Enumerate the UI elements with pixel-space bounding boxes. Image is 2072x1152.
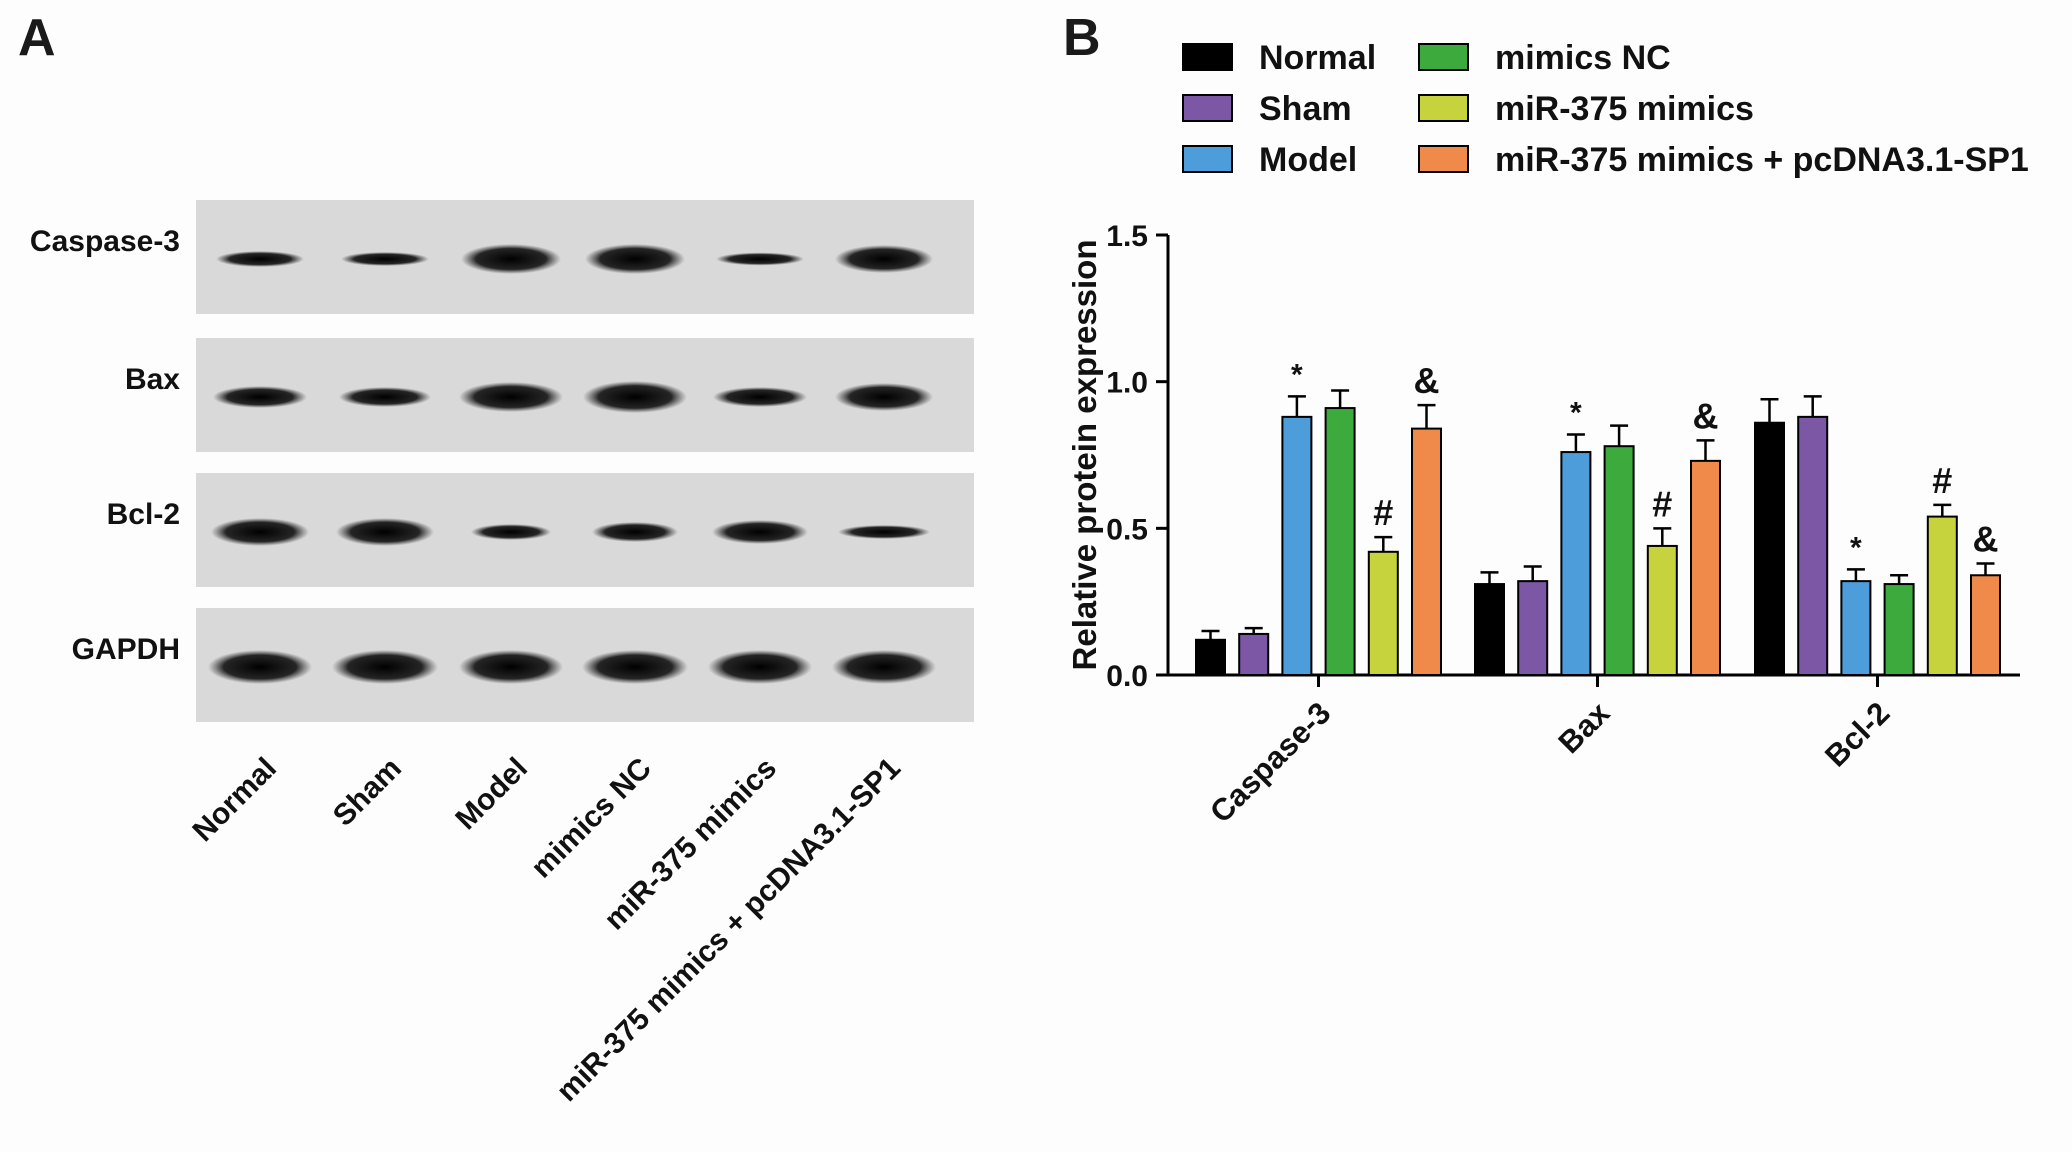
- x-tick-label: Caspase-3: [1203, 695, 1337, 829]
- blot-band: [835, 383, 933, 411]
- x-tick-label: Bax: [1551, 695, 1616, 760]
- blot-band: [336, 518, 434, 546]
- bar-sham-caspase-3: [1238, 632, 1270, 677]
- legend-label: miR-375 mimics: [1495, 90, 1754, 128]
- blot-protein-label: Caspase-3: [30, 225, 180, 258]
- blot-band: [832, 650, 936, 684]
- significance-mark: #: [1932, 460, 1952, 501]
- significance-mark: #: [1652, 483, 1672, 524]
- significance-mark: *: [1570, 396, 1582, 429]
- blot-band: [716, 252, 804, 266]
- blot-band: [708, 650, 812, 684]
- blot-band: [582, 650, 688, 684]
- legend-label: Model: [1259, 141, 1357, 179]
- blot-band: [838, 525, 930, 539]
- blot-protein-label: GAPDH: [72, 633, 180, 666]
- legend-swatch: [1418, 145, 1469, 173]
- blot-lane-label: Sham: [327, 752, 408, 833]
- significance-mark: &: [1973, 519, 1999, 560]
- bar-normal-bax: [1474, 583, 1505, 676]
- blot-protein-label: Bax: [125, 363, 180, 396]
- blot-band: [213, 386, 307, 408]
- bar-mimics-nc-caspase-3: [1324, 407, 1356, 676]
- bar-mir-375-mimics-pcdna3-1-sp1-bax: [1690, 459, 1721, 676]
- blot-band: [216, 251, 304, 267]
- legend-swatch: [1418, 43, 1469, 71]
- legend-label: Normal: [1259, 39, 1376, 77]
- bar-mir-375-mimics-pcdna3-1-sp1-caspase-3: [1411, 427, 1442, 676]
- significance-mark: *: [1850, 531, 1862, 564]
- y-tick-label: 1.0: [1106, 367, 1148, 400]
- blot-lane-label: mimics NC: [525, 752, 658, 885]
- blot-lane-label: Model: [449, 752, 534, 837]
- blot-band: [713, 387, 807, 407]
- blot-band: [332, 650, 438, 684]
- bar-normal-bcl-2: [1754, 421, 1785, 676]
- blot-band: [585, 244, 685, 274]
- bar-normal-caspase-3: [1195, 638, 1226, 676]
- legend-swatch: [1182, 145, 1233, 173]
- legend-swatch: [1418, 94, 1469, 122]
- bar-mimics-nc-bax: [1603, 445, 1635, 677]
- significance-mark: &: [1693, 395, 1719, 436]
- significance-mark: #: [1373, 492, 1393, 533]
- blot-band: [461, 244, 561, 274]
- bar-model-bcl-2: [1840, 580, 1872, 677]
- bar-mir-375-mimics-bcl-2: [1926, 515, 1958, 676]
- western-blot: Caspase-3 Bax Bcl-2 GAPDH Normal Sham Modelmim…: [30, 200, 974, 1108]
- bar-mir-375-mimics-caspase-3: [1367, 550, 1399, 676]
- blot-band: [583, 381, 687, 413]
- bar-sham-bax: [1517, 580, 1549, 677]
- blot-protein-label: Bcl-2: [107, 498, 180, 531]
- blot-band: [211, 518, 309, 546]
- y-tick-label: 1.5: [1106, 220, 1148, 253]
- legend-swatch: [1182, 94, 1233, 122]
- legend-swatch: [1182, 43, 1233, 71]
- legend-label: mimics NC: [1495, 39, 1671, 77]
- bar-sham-bcl-2: [1797, 415, 1829, 676]
- panel-b-label: B: [1063, 9, 1101, 67]
- bar-model-bax: [1560, 451, 1592, 677]
- panel-a-label: A: [18, 9, 56, 67]
- y-axis-title: Relative protein expression: [1066, 240, 1103, 671]
- chart-legend: Normal Sham Model mimics NC miR-375 mimics mi…: [1182, 39, 2029, 179]
- blot-band: [339, 387, 431, 407]
- blot-band: [712, 520, 808, 544]
- blot-band: [341, 252, 429, 266]
- y-tick-label: 0.5: [1106, 513, 1148, 546]
- legend-label: Sham: [1259, 90, 1352, 128]
- blot-band: [459, 650, 563, 684]
- blot-band: [835, 245, 933, 273]
- x-tick-label: Bcl-2: [1818, 695, 1896, 773]
- significance-mark: *: [1291, 358, 1303, 391]
- blot-band: [592, 522, 678, 542]
- bar-mir-375-mimics-bax: [1646, 544, 1678, 677]
- significance-mark: &: [1414, 360, 1440, 401]
- blot-band: [208, 650, 312, 684]
- blot-band: [471, 524, 551, 540]
- bar-mimics-nc-bcl-2: [1883, 583, 1915, 676]
- y-tick-label: 0.0: [1106, 660, 1148, 693]
- blot-lane-label: Normal: [187, 752, 283, 848]
- blot-band: [459, 382, 563, 412]
- bar-mir-375-mimics-pcdna3-1-sp1-bcl-2: [1970, 574, 2001, 676]
- legend-label: miR-375 mimics + pcDNA3.1-SP1: [1495, 141, 2029, 179]
- bar-model-caspase-3: [1281, 415, 1313, 676]
